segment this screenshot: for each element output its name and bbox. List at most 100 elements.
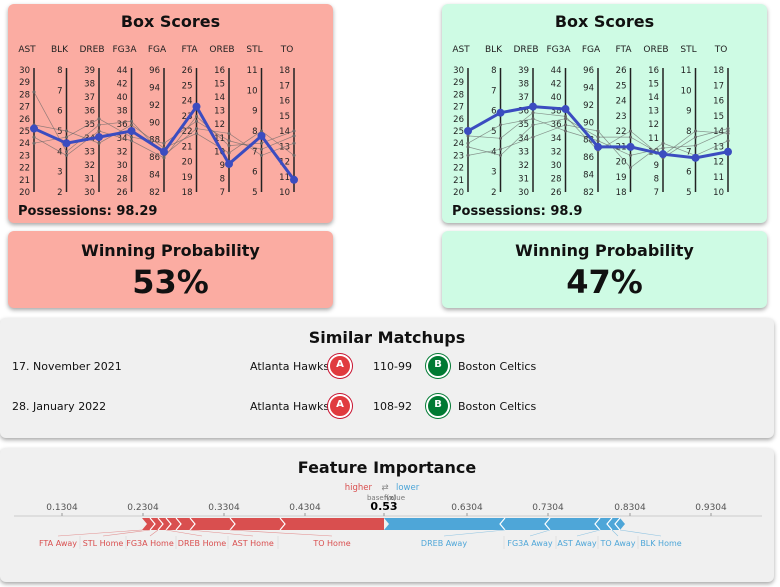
away-tick-label: 20: [616, 158, 627, 168]
home-tick-label: 15: [279, 112, 290, 122]
home-axis-label: AST: [18, 45, 36, 55]
home-prediction-point: [225, 159, 233, 168]
force-segment-divider: [594, 517, 601, 531]
feature-importance-title: Feature Importance: [297, 458, 477, 477]
force-tick-label: 0.4304: [289, 503, 321, 513]
away-prediction-point: [464, 127, 472, 135]
home-tick-label: 20: [182, 158, 193, 168]
matchup-score: 108-92: [373, 400, 412, 413]
home-similar-game-point: [97, 141, 101, 145]
away-tick-label: 36: [518, 107, 529, 117]
home-similar-game-point: [32, 90, 36, 94]
away-similar-game-point: [564, 129, 567, 133]
home-tick-label: 5: [57, 127, 62, 137]
away-tick-label: 94: [583, 83, 594, 93]
away-tick-label: 36: [551, 120, 562, 130]
away-prediction-point: [724, 147, 732, 156]
away-winning-probability-value: 47%: [566, 263, 643, 301]
home-similar-game-point: [130, 119, 133, 123]
away-similar-game-point: [466, 153, 470, 157]
home-similar-game-point: [292, 134, 296, 138]
home-tick-label: 16: [279, 97, 290, 107]
away-tick-label: 82: [583, 188, 594, 198]
away-box-scores-card: Box Scores AST 30 29 28 27 26 25 24 23 22 21 20 BLK 8…: [442, 4, 767, 223]
similar-matchups-card: Similar Matchups 17. November 2021 Atlan…: [0, 318, 774, 438]
home-similar-game-point: [260, 141, 263, 145]
home-similar-game-point: [130, 135, 133, 139]
force-segment-divider: [606, 517, 613, 531]
away-tick-label: 25: [616, 81, 627, 91]
away-tick-label: 30: [518, 188, 529, 198]
home-tick-label: 7: [252, 147, 257, 157]
home-tick-label: 12: [279, 158, 290, 168]
home-tick-label: 86: [149, 153, 160, 163]
home-tick-label: 11: [214, 134, 225, 144]
home-similar-game-point: [130, 139, 133, 143]
away-similar-game-point: [661, 141, 665, 145]
away-tick-label: 11: [681, 66, 692, 76]
home-tick-label: 27: [19, 103, 30, 113]
home-tick-label: 2: [57, 188, 62, 198]
home-tick-label: 34: [117, 134, 128, 144]
home-tick-label: 32: [84, 161, 95, 171]
home-tick-label: 39: [84, 66, 95, 76]
away-tick-label: 30: [551, 161, 562, 171]
force-segment-divider: [499, 517, 506, 531]
home-tick-label: 5: [252, 188, 257, 198]
away-tick-label: 8: [686, 127, 691, 137]
away-prediction-point: [561, 105, 570, 114]
away-similar-game-point: [596, 129, 600, 133]
home-tick-label: 38: [84, 80, 95, 90]
home-box-scores-title: Box Scores: [120, 12, 221, 31]
home-tick-label: 92: [149, 101, 160, 111]
base-value-label: base value: [367, 494, 405, 502]
away-tick-label: 44: [551, 66, 562, 76]
home-similar-game-point: [227, 144, 231, 148]
home-axis-label: TO: [280, 45, 294, 55]
celtics-logo-icon: B: [426, 394, 450, 418]
force-segment-divider: [189, 517, 196, 531]
home-tick-label: 20: [19, 188, 30, 198]
force-higher-feature-label: STL Home: [83, 539, 124, 548]
away-parallel-coordinates-chart: AST3029282726252423222120BLK8765432DREB3…: [452, 45, 732, 198]
home-tick-label: 35: [84, 120, 95, 130]
home-tick-label: 23: [19, 151, 30, 161]
away-prediction-point: [626, 142, 635, 151]
higher-legend: higher: [345, 483, 373, 493]
force-lower-feature-label: FG3A Away: [507, 539, 553, 548]
home-axis-label: FTA: [182, 45, 199, 55]
away-similar-game-point: [694, 135, 697, 139]
home-tick-label: 26: [117, 188, 128, 198]
away-tick-label: 8: [654, 174, 659, 184]
away-tick-label: 14: [648, 93, 659, 103]
force-output-value: 0.53: [370, 500, 397, 513]
home-tick-label: 7: [57, 86, 62, 96]
home-tick-label: 84: [149, 171, 160, 181]
hawks-logo-icon: A: [328, 394, 352, 418]
away-similar-game-point: [499, 147, 502, 151]
away-tick-label: 20: [453, 188, 464, 198]
home-similar-game-point: [260, 147, 263, 151]
home-tick-label: 22: [19, 164, 30, 174]
away-tick-label: 22: [616, 127, 627, 137]
away-similar-game-point: [694, 144, 697, 148]
away-similar-game-point: [564, 117, 567, 121]
home-tick-label: 30: [19, 66, 30, 76]
home-similar-game-point: [65, 135, 68, 139]
home-similar-game-point: [162, 156, 166, 160]
away-tick-label: 5: [686, 188, 691, 198]
away-prediction-point: [496, 108, 505, 117]
home-tick-label: 19: [182, 173, 193, 183]
force-higher-feature-label: AST Home: [232, 539, 274, 548]
away-tick-label: 3: [491, 168, 496, 178]
away-tick-label: 26: [616, 66, 627, 76]
home-tick-label: 22: [182, 127, 193, 137]
away-similar-game-point: [499, 136, 502, 140]
force-segment-divider: [229, 517, 236, 531]
home-possessions: Possessions: 98.29: [18, 204, 158, 219]
lower-legend: lower: [396, 483, 420, 493]
away-tick-label: 23: [616, 112, 627, 122]
matchup-home-team: Atlanta Hawks: [250, 360, 330, 373]
home-tick-label: 82: [149, 188, 160, 198]
force-label-connector: [529, 529, 551, 537]
